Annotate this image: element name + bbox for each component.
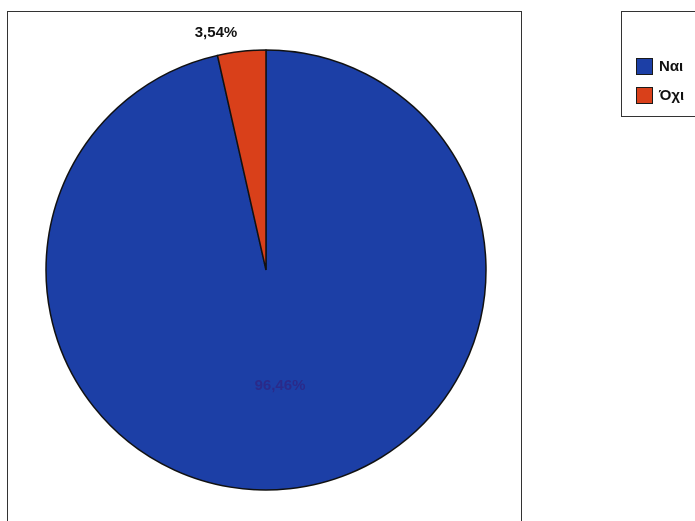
slice-label-nai: 96,46% xyxy=(255,377,306,394)
legend-item-ochi: Όχι xyxy=(636,87,684,104)
legend-label-nai: Ναι xyxy=(659,58,684,75)
legend-item-nai: Ναι xyxy=(636,58,683,75)
legend-swatch-nai xyxy=(636,58,653,75)
legend-label-ochi: Όχι xyxy=(659,87,685,104)
slice-label-ochi: 3,54% xyxy=(195,24,238,41)
legend-swatch-ochi xyxy=(636,87,653,104)
legend: Ναι Όχι xyxy=(621,11,695,117)
pie-slice-ochi xyxy=(216,49,267,271)
